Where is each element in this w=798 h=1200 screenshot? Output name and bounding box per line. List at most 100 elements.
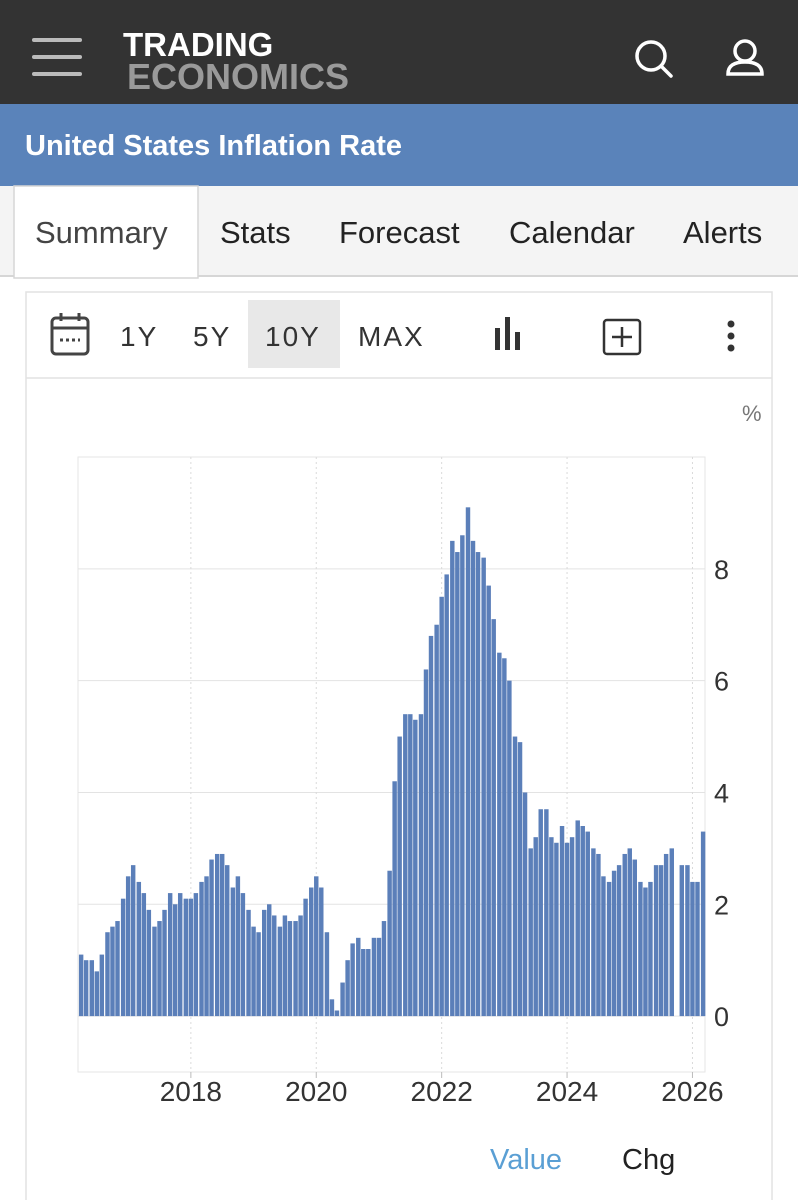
bar [272, 915, 277, 1017]
y-tick-label: 8 [714, 555, 729, 585]
tab[interactable]: Alerts [683, 215, 762, 250]
app-header [0, 0, 798, 104]
bar [350, 943, 355, 1017]
x-tick-label: 2020 [285, 1076, 347, 1107]
bar [267, 904, 272, 1017]
page-title: United States Inflation Rate [25, 130, 402, 162]
bar [230, 887, 236, 1017]
bar [475, 552, 481, 1017]
bar [89, 960, 95, 1017]
bar [517, 742, 523, 1017]
bar [528, 848, 533, 1017]
y-tick-label: 2 [714, 890, 729, 920]
bar [141, 893, 147, 1017]
bar [99, 954, 105, 1017]
bar [235, 876, 241, 1017]
bar [162, 909, 167, 1017]
logo-bottom: ECONOMICS [127, 56, 349, 97]
bar [340, 982, 345, 1017]
compare-button[interactable] [602, 318, 642, 356]
range-button[interactable]: 10Y [265, 321, 321, 352]
x-tick-label: 2026 [661, 1076, 723, 1107]
calendar-button[interactable] [50, 313, 90, 356]
bar [596, 853, 601, 1017]
bar [376, 937, 382, 1017]
bar [282, 915, 288, 1017]
y-axis-unit: % [742, 401, 762, 426]
bar [690, 881, 695, 1017]
bar [130, 865, 136, 1017]
bar [188, 898, 194, 1017]
range-button[interactable]: 1Y [120, 321, 158, 352]
bar [324, 932, 330, 1017]
bar [209, 859, 214, 1017]
menu-button[interactable] [32, 38, 82, 76]
tab[interactable]: Summary [35, 215, 168, 250]
bar [653, 865, 659, 1017]
bar [199, 881, 204, 1017]
bar [658, 865, 664, 1017]
bar [240, 893, 246, 1017]
bar [643, 887, 648, 1017]
bar [78, 954, 84, 1017]
bar [591, 848, 596, 1017]
bar [392, 781, 397, 1017]
bar [434, 624, 439, 1017]
range-button[interactable]: 5Y [193, 321, 231, 352]
bar [559, 826, 565, 1017]
bar [334, 1010, 340, 1017]
account-button[interactable] [726, 39, 764, 76]
range-button[interactable]: MAX [358, 321, 425, 352]
bar [502, 658, 507, 1017]
bar [439, 596, 444, 1017]
bar [183, 898, 189, 1017]
bar [303, 898, 308, 1017]
chart: 0 2 4 6 8 2018 2020 2022 2024 2026% [77, 401, 762, 1107]
bar [423, 669, 429, 1017]
bar [622, 853, 627, 1017]
bar [611, 870, 617, 1017]
logo-top: TRADING [123, 26, 273, 63]
bar [314, 876, 319, 1017]
more-button[interactable] [727, 320, 735, 352]
series-toggle[interactable]: Chg [622, 1144, 675, 1176]
bar [345, 960, 350, 1017]
bar [256, 932, 261, 1017]
chart-type-button[interactable] [495, 317, 520, 350]
search-button[interactable] [635, 40, 673, 78]
series-toggle[interactable]: Value [490, 1144, 562, 1176]
bar [700, 831, 706, 1017]
bar [403, 714, 408, 1017]
bar [486, 585, 491, 1017]
bar [94, 971, 100, 1017]
tab[interactable]: Stats [220, 215, 291, 250]
tab[interactable]: Forecast [339, 215, 460, 250]
bar [309, 887, 314, 1017]
bar [277, 926, 283, 1017]
bar [428, 635, 434, 1017]
title-bar [0, 104, 798, 186]
bar [366, 949, 371, 1017]
bar [193, 893, 199, 1017]
bar [219, 853, 225, 1017]
y-tick-label: 6 [714, 667, 729, 697]
bar [450, 540, 455, 1017]
bar [538, 809, 543, 1017]
bar [204, 876, 209, 1017]
tab[interactable]: Calendar [509, 215, 635, 250]
bar [685, 865, 690, 1017]
bar [648, 881, 653, 1017]
bar [497, 652, 502, 1017]
bar [293, 921, 298, 1017]
bar [418, 714, 424, 1017]
bar [507, 680, 512, 1017]
active-tab [13, 185, 199, 279]
bar [575, 820, 580, 1017]
bar [601, 876, 606, 1017]
bar [606, 881, 612, 1017]
bar [287, 921, 293, 1017]
bar [512, 736, 518, 1017]
bar [569, 837, 575, 1017]
y-tick-label: 4 [714, 778, 729, 808]
